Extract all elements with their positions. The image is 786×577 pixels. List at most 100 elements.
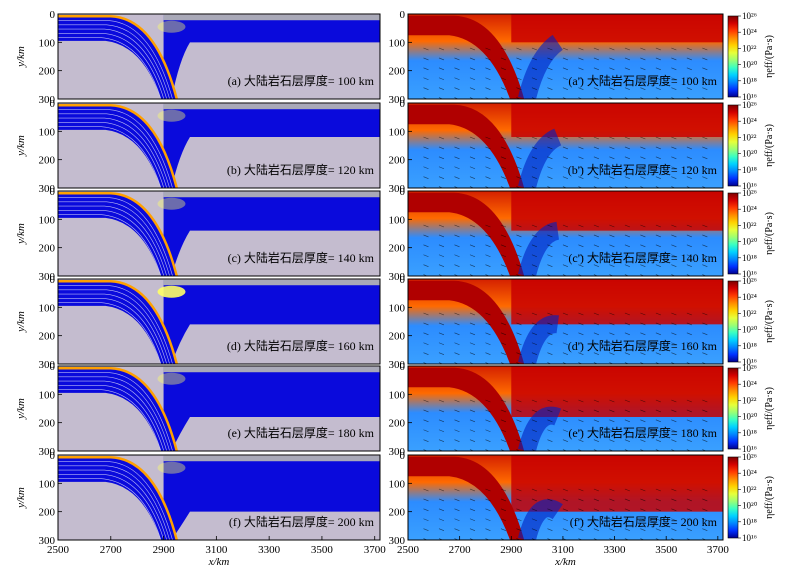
- panel-label: (d') 大陆岩石层厚度= 160 km: [568, 338, 718, 353]
- velocity-arrow: [500, 498, 507, 502]
- velocity-arrow: [578, 498, 584, 502]
- isotherm: [58, 121, 165, 188]
- velocity-arrow: [671, 57, 677, 61]
- colorbar-tick-label: 10²⁶: [742, 276, 757, 286]
- velocity-arrow: [702, 528, 708, 531]
- velocity-arrow: [624, 57, 630, 61]
- velocity-arrow: [578, 156, 584, 160]
- velocity-arrow: [500, 508, 507, 512]
- velocity-arrow: [624, 409, 630, 413]
- x-tick-label: 3700: [707, 544, 730, 556]
- velocity-arrow: [500, 234, 507, 238]
- velocity-arrow: [562, 419, 569, 423]
- colorbar-tick-label: 10¹⁸: [742, 517, 757, 527]
- continental-crust: [163, 279, 380, 286]
- velocity-arrow: [562, 322, 569, 326]
- velocity-arrow: [655, 528, 661, 531]
- velocity-arrow: [531, 352, 538, 355]
- velocity-arrow: [686, 429, 692, 433]
- velocity-arrow: [531, 57, 538, 61]
- velocity-arrow: [454, 528, 460, 531]
- velocity-arrow: [547, 67, 553, 71]
- isotherm: [58, 209, 165, 276]
- velocity-arrow: [562, 352, 569, 355]
- velocity-arrow: [547, 156, 553, 160]
- y-tick-label: 0: [400, 98, 406, 110]
- isotherm: [58, 109, 173, 188]
- colorbar-tick-label: 10²⁴: [742, 204, 757, 214]
- velocity-arrow: [423, 419, 429, 423]
- velocity-arrow: [655, 234, 661, 238]
- velocity-arrow: [531, 399, 538, 403]
- velocity-arrow: [593, 244, 600, 248]
- velocity-arrow: [516, 234, 522, 238]
- velocity-arrow: [423, 508, 429, 512]
- y-tick-label: 100: [389, 302, 406, 314]
- velocity-arrow: [454, 136, 460, 140]
- velocity-arrow: [469, 146, 476, 150]
- y-tick-label: 200: [389, 66, 406, 78]
- velocity-arrow: [469, 498, 476, 502]
- velocity-arrow: [655, 67, 661, 71]
- y-axis-title: y/km: [15, 398, 27, 420]
- x-tick-label: 3300: [604, 544, 627, 556]
- isotherm: [58, 461, 173, 540]
- colorbar: 10²⁶ 10²⁴ 10²² 10²⁰ 10¹⁸ 10¹⁶ ηeff/(Pa·s): [727, 100, 775, 191]
- isotherm: [58, 24, 170, 99]
- velocity-arrow: [438, 67, 445, 71]
- velocity-arrow: [485, 312, 491, 316]
- velocity-arrow: [609, 508, 615, 512]
- velocity-arrow: [671, 244, 677, 248]
- panel-frame: [57, 278, 381, 365]
- velocity-arrow: [423, 77, 429, 81]
- velocity-arrow: [485, 156, 491, 160]
- isotherm: [58, 214, 162, 276]
- velocity-arrow: [500, 439, 507, 442]
- velocity-arrow: [640, 87, 646, 90]
- velocity-arrow: [624, 439, 630, 442]
- velocity-arrow: [640, 136, 646, 140]
- y-tick-label: 300: [389, 94, 406, 106]
- velocity-arrow: [531, 67, 538, 71]
- y-tick-label: 100: [39, 214, 56, 226]
- velocity-arrow: [485, 399, 491, 403]
- colorbar-bar: [727, 15, 739, 98]
- velocity-arrow: [469, 156, 476, 160]
- velocity-arrow: [454, 352, 460, 355]
- velocity-arrow: [686, 439, 692, 442]
- velocity-arrow: [547, 136, 553, 140]
- colorbar: 10²⁶ 10²⁴ 10²² 10²⁰ 10¹⁸ 10¹⁶ ηeff/(Pa·s): [727, 188, 775, 279]
- panel-frame: [407, 278, 724, 365]
- velocity-arrow: [531, 136, 538, 140]
- velocity-arrow: [516, 439, 522, 442]
- velocity-arrow: [438, 224, 445, 228]
- velocity-arrow: [454, 87, 460, 90]
- velocity-arrow: [423, 352, 429, 355]
- velocity-arrow: [671, 508, 677, 512]
- velocity-arrow: [485, 332, 491, 336]
- weak-wedge: [518, 406, 562, 451]
- panel-frame: [57, 190, 381, 277]
- velocity-arrow: [454, 156, 460, 160]
- velocity-arrow: [655, 332, 661, 336]
- velocity-arrow: [516, 409, 522, 413]
- oceanic-crust: [58, 192, 178, 276]
- velocity-arrow: [485, 224, 491, 228]
- velocity-arrow: [438, 528, 445, 531]
- velocity-arrow: [609, 419, 615, 423]
- oceanic-crust: [58, 104, 178, 188]
- panel-label: (b) 大陆岩石层厚度= 120 km: [227, 162, 375, 177]
- velocity-arrow: [500, 518, 507, 522]
- velocity-arrow: [671, 409, 677, 413]
- velocity-arrow: [640, 264, 646, 267]
- velocity-arrow: [562, 244, 569, 248]
- velocity-arrow: [686, 77, 692, 81]
- velocity-arrow: [640, 508, 646, 512]
- velocity-arrow: [578, 264, 584, 267]
- velocity-arrow: [671, 224, 677, 228]
- velocity-arrow: [578, 146, 584, 150]
- velocity-arrow: [624, 67, 630, 71]
- velocity-arrow: [655, 488, 661, 492]
- x-tick-label: 3300: [258, 544, 281, 556]
